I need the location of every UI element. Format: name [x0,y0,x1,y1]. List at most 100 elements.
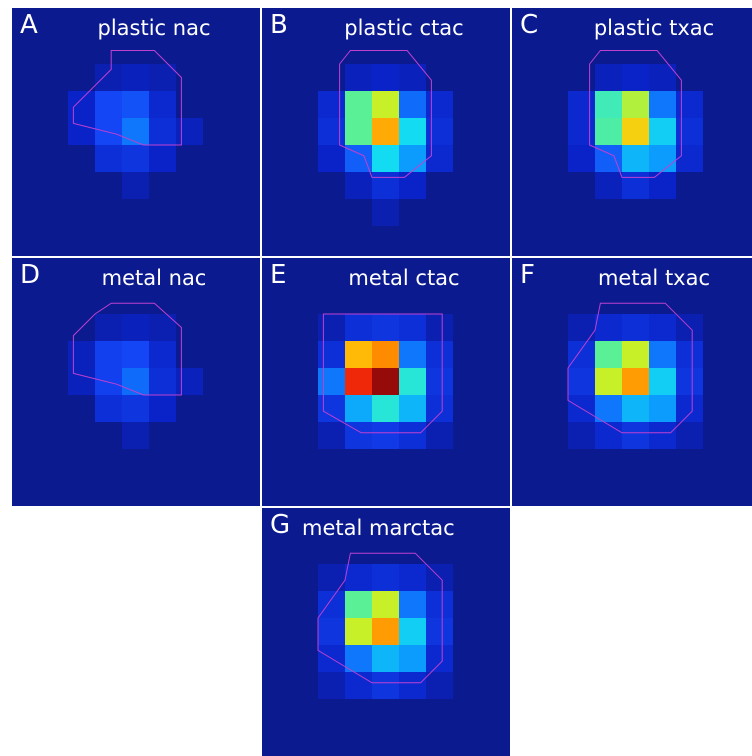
heatmap-cell [399,564,426,591]
heatmap-cell [399,145,426,172]
heatmap-cell [318,118,345,145]
heatmap-cell [426,422,453,449]
heatmap-cell [649,341,676,368]
heatmap-cell [372,618,399,645]
heatmap-cell [95,341,122,368]
heatmap-cell [372,672,399,699]
heatmap-cell [372,368,399,395]
heatmap-cell [122,395,149,422]
heatmap-cell [676,341,703,368]
heatmap-cell [68,341,95,368]
heatmap-cell [399,341,426,368]
heatmap-cell [426,341,453,368]
heatmap-cell [399,172,426,199]
panel-letter: A [20,10,38,40]
heatmap-cell [68,118,95,145]
heatmap-cell [149,341,176,368]
panel-title: metal ctac [348,266,460,290]
contour-outline [567,302,693,434]
heatmap-cell [622,172,649,199]
heatmap-cell [176,118,203,145]
panel-title: plastic ctac [344,16,464,40]
heatmap-cell [568,314,595,341]
heatmap-cell [426,145,453,172]
heatmap-cell [649,172,676,199]
heatmap-cell [676,118,703,145]
heatmap-cell [68,91,95,118]
heatmap-cell [372,145,399,172]
heatmap-cell [595,64,622,91]
heatmap-cell [622,145,649,172]
heatmap-cell [622,91,649,118]
heatmap-cell [95,145,122,172]
heatmap-cell [372,314,399,341]
panel-title: metal nac [101,266,207,290]
heatmap-cell [426,314,453,341]
heatmap-cell [568,341,595,368]
heatmap-a [68,50,203,199]
heatmap-cell [649,314,676,341]
heatmap-cell [622,341,649,368]
heatmap-cell [95,314,122,341]
heatmap-cell [122,368,149,395]
panel-letter: G [270,510,291,540]
contour-outline [322,313,443,434]
panel-f: F metal txac [512,258,752,506]
heatmap-cell [149,145,176,172]
heatmap-cell [95,118,122,145]
heatmap-cell [122,314,149,341]
heatmap-cell [149,118,176,145]
heatmap-cell [345,564,372,591]
heatmap-cell [426,645,453,672]
heatmap-cell [149,314,176,341]
heatmap-cell [649,368,676,395]
heatmap-cell [345,341,372,368]
heatmap-cell [95,64,122,91]
heatmap-cell [345,64,372,91]
heatmap-cell [595,341,622,368]
heatmap-cell [149,64,176,91]
heatmap-cell [149,91,176,118]
heatmap-d [68,302,203,449]
heatmap-cell [399,422,426,449]
heatmap-cell [372,564,399,591]
heatmap-cell [372,395,399,422]
heatmap-cell [622,64,649,91]
heatmap-cell [595,91,622,118]
heatmap-cell [318,591,345,618]
heatmap-cell [676,368,703,395]
heatmap-cell [649,395,676,422]
panel-c: C plastic txac [512,8,752,256]
heatmap-cell [372,422,399,449]
heatmap-cell [399,91,426,118]
heatmap-cell [345,672,372,699]
heatmap-cell [318,145,345,172]
heatmap-cell [345,91,372,118]
heatmap-cell [649,118,676,145]
heatmap-cell [568,145,595,172]
heatmap-cell [345,618,372,645]
heatmap-cell [399,672,426,699]
heatmap-b [318,50,453,226]
heatmap-cell [622,368,649,395]
heatmap-cell [68,368,95,395]
heatmap-cell [649,91,676,118]
heatmap-cell [568,118,595,145]
heatmap-cell [649,145,676,172]
heatmap-cell [676,395,703,422]
heatmap-cell [345,314,372,341]
heatmap-cell [372,91,399,118]
heatmap-f [567,302,703,449]
heatmap-cell [122,118,149,145]
heatmap-cell [318,618,345,645]
panel-letter: B [270,10,288,40]
panel-title: plastic nac [97,16,211,40]
heatmap-cell [372,64,399,91]
panel-letter: C [520,10,539,40]
panel-letter: E [270,260,287,290]
heatmap-cell [149,395,176,422]
panel-g: G metal marctac [262,508,510,756]
heatmap-cell [595,118,622,145]
panel-a: A plastic nac [12,8,260,256]
panel-letter: D [20,260,41,290]
